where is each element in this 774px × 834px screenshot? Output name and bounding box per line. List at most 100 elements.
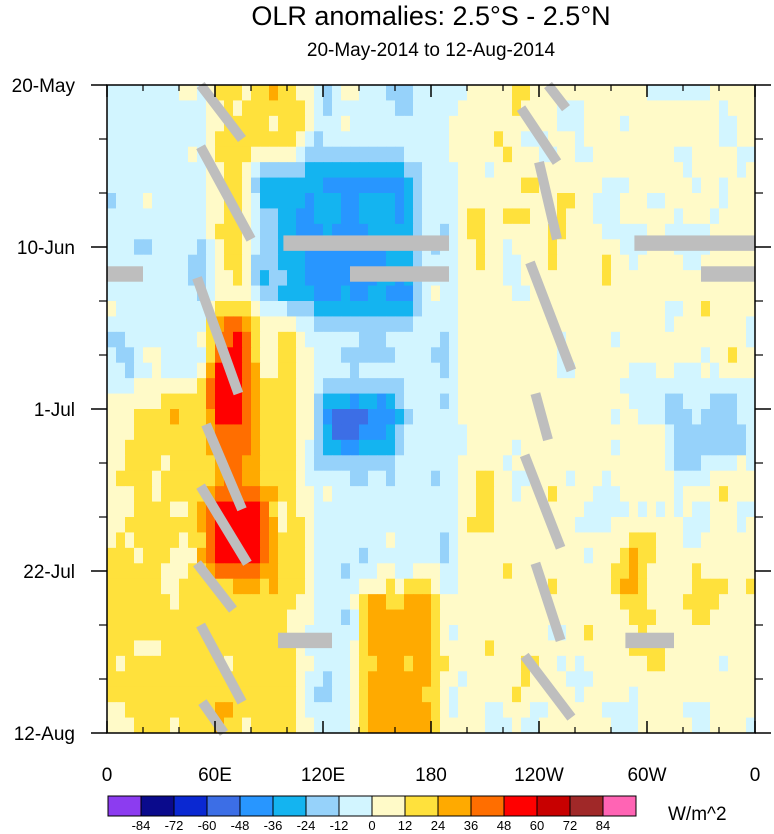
- heatmap-cell: [413, 702, 423, 718]
- heatmap-cell: [683, 609, 693, 626]
- heatmap-cell: [395, 640, 405, 657]
- heatmap-cell: [458, 347, 468, 364]
- heatmap-cell: [287, 655, 297, 672]
- heatmap-cell: [701, 578, 711, 595]
- heatmap-cell: [521, 193, 531, 209]
- heatmap-cell: [665, 146, 675, 163]
- heatmap-cell: [746, 702, 756, 718]
- heatmap-cell: [503, 486, 513, 502]
- heatmap-cell: [557, 578, 567, 595]
- heatmap-cell: [332, 547, 342, 564]
- heatmap-cell: [566, 470, 576, 487]
- heatmap-cell: [359, 177, 369, 194]
- heatmap-cell: [152, 301, 162, 317]
- heatmap-cell: [368, 717, 378, 734]
- heatmap-cell: [170, 625, 180, 641]
- heatmap-cell: [467, 331, 477, 348]
- heatmap-cell: [647, 378, 657, 394]
- heatmap-cell: [728, 702, 738, 718]
- heatmap-cell: [611, 208, 621, 225]
- colorbar-label: -72: [165, 818, 184, 833]
- heatmap-cell: [719, 254, 729, 271]
- heatmap-cell: [188, 301, 198, 317]
- heatmap-cell: [710, 702, 720, 718]
- heatmap-cell: [197, 393, 207, 410]
- heatmap-cell: [701, 455, 711, 472]
- heatmap-cell: [395, 686, 405, 703]
- heatmap-cell: [431, 486, 441, 502]
- heatmap-cell: [134, 501, 144, 518]
- heatmap-cell: [242, 378, 252, 394]
- heatmap-cell: [440, 162, 450, 178]
- heatmap-cell: [341, 470, 351, 487]
- heatmap-cell: [314, 223, 324, 240]
- heatmap-cell: [656, 532, 666, 549]
- heatmap-cell: [314, 409, 324, 425]
- heatmap-cell: [746, 486, 756, 502]
- heatmap-cell: [557, 671, 567, 688]
- heatmap-cell: [431, 393, 441, 410]
- heatmap-cell: [728, 331, 738, 348]
- heatmap-cell: [746, 378, 756, 394]
- heatmap-cell: [341, 455, 351, 472]
- heatmap-cell: [728, 717, 738, 734]
- heatmap-cell: [647, 193, 657, 209]
- heatmap-cell: [422, 393, 432, 410]
- heatmap-cell: [449, 193, 459, 209]
- heatmap-cell: [449, 270, 459, 286]
- heatmap-cell: [692, 486, 702, 502]
- heatmap-cell: [242, 517, 252, 533]
- heatmap-cell: [215, 301, 225, 317]
- heatmap-cell: [197, 717, 207, 734]
- heatmap-cell: [665, 162, 675, 178]
- heatmap-cell: [701, 547, 711, 564]
- heatmap-cell: [593, 517, 603, 533]
- heatmap-cell: [260, 254, 270, 271]
- heatmap-cell: [629, 223, 639, 240]
- heatmap-cell: [395, 316, 405, 333]
- heatmap-cell: [368, 532, 378, 549]
- heatmap-cell: [242, 115, 252, 132]
- heatmap-cell: [134, 316, 144, 333]
- heatmap-cell: [503, 563, 513, 580]
- heatmap-cell: [350, 563, 360, 580]
- heatmap-cell: [188, 270, 198, 286]
- heatmap-cell: [404, 470, 414, 487]
- heatmap-cell: [197, 702, 207, 718]
- heatmap-cell: [494, 378, 504, 394]
- heatmap-cell: [314, 686, 324, 703]
- heatmap-cell: [134, 424, 144, 441]
- heatmap-cell: [737, 563, 747, 580]
- heatmap-cell: [530, 146, 540, 163]
- heatmap-cell: [350, 501, 360, 518]
- heatmap-cell: [584, 702, 594, 718]
- heatmap-cell: [323, 162, 333, 178]
- heatmap-cell: [179, 486, 189, 502]
- heatmap-cell: [611, 547, 621, 564]
- heatmap-cell: [413, 115, 423, 132]
- heatmap-cell: [269, 563, 279, 580]
- heatmap-cell: [584, 146, 594, 163]
- heatmap-cell: [521, 532, 531, 549]
- heatmap-cell: [737, 686, 747, 703]
- heatmap-cell: [719, 316, 729, 333]
- heatmap-cell: [143, 702, 153, 718]
- heatmap-cell: [638, 640, 648, 657]
- heatmap-cell: [602, 517, 612, 533]
- heatmap-cell: [125, 115, 135, 132]
- heatmap-cell: [467, 316, 477, 333]
- heatmap-cell: [278, 455, 288, 472]
- heatmap-cell: [530, 625, 540, 641]
- heatmap-cell: [179, 208, 189, 225]
- heatmap-cell: [467, 115, 477, 132]
- heatmap-cell: [584, 717, 594, 734]
- heatmap-cell: [305, 517, 315, 533]
- heatmap-cell: [242, 131, 252, 148]
- colorbar-label: -36: [264, 818, 283, 833]
- heatmap-cell: [179, 578, 189, 595]
- heatmap-cell: [161, 686, 171, 703]
- heatmap-cell: [719, 85, 729, 101]
- heatmap-cell: [224, 162, 234, 178]
- heatmap-cell: [215, 254, 225, 271]
- heatmap-cell: [548, 625, 558, 641]
